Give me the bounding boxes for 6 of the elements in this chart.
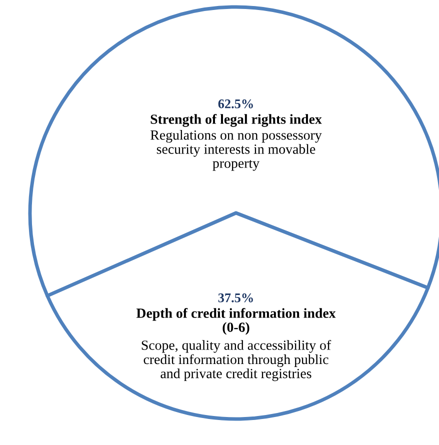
- data-label: 37.5%: [218, 293, 253, 302]
- slice-label: Depth of credit information index (0-6): [136, 308, 336, 335]
- slice-label: Strength of legal rights index: [150, 114, 322, 127]
- text: Scope, quality and accessibility of credit information through public and private credit registries: [142, 340, 332, 382]
- data-label: 62.5%: [218, 99, 253, 108]
- text: Regulations on non possessory security interests in movable property: [150, 130, 322, 171]
